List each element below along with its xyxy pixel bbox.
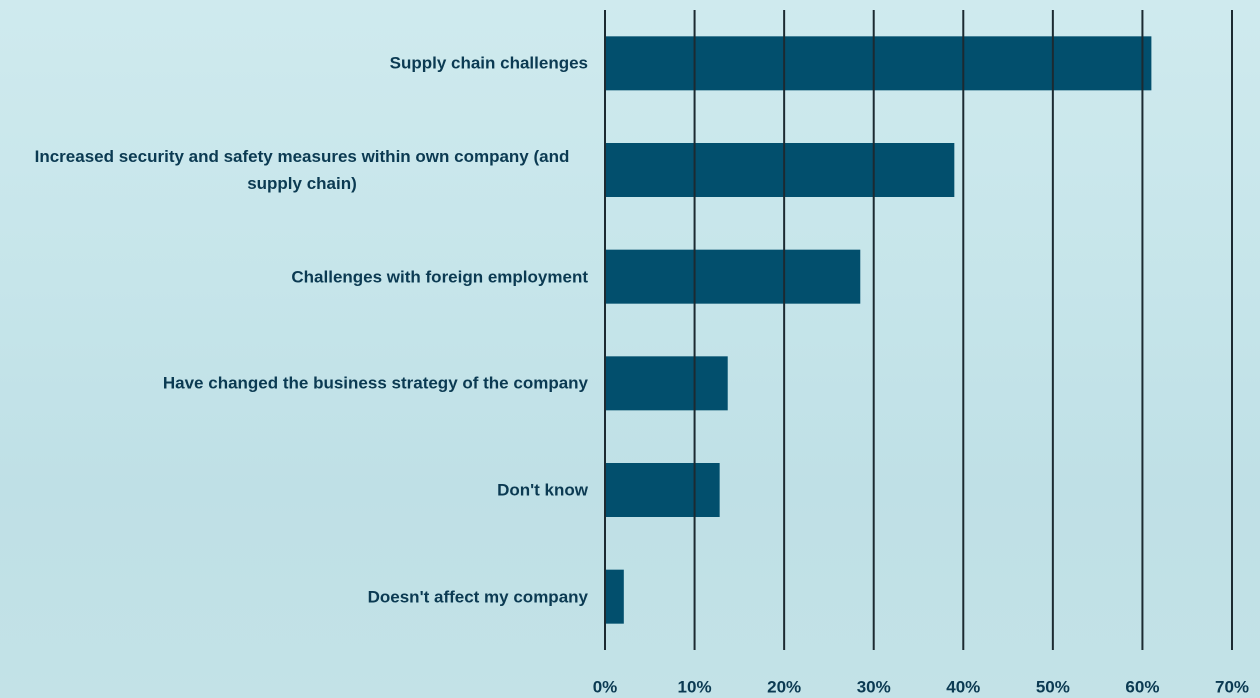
- bar: [605, 569, 624, 624]
- category-text: Supply chain challenges: [389, 53, 588, 73]
- x-tick-label: 30%: [857, 677, 891, 696]
- bar: [605, 143, 955, 197]
- bar: [605, 36, 1152, 91]
- y-tick-label: Challenges with foreign employment: [0, 263, 588, 290]
- x-tick-label: 20%: [767, 677, 801, 696]
- category-text: Increased security and safety measures w…: [34, 147, 570, 193]
- y-tick-label: Increased security and safety measures w…: [0, 143, 588, 197]
- y-tick-label: Supply chain challenges: [0, 50, 588, 77]
- category-text: Don't know: [497, 480, 588, 500]
- y-tick-label: Have changed the business strategy of th…: [0, 370, 588, 397]
- x-tick-label: 60%: [1125, 677, 1159, 696]
- category-text: Doesn't affect my company: [367, 587, 588, 607]
- bar: [605, 463, 720, 517]
- y-tick-label: Doesn't affect my company: [0, 583, 588, 610]
- x-tick-label: 50%: [1036, 677, 1070, 696]
- x-tick-label: 0%: [593, 677, 618, 696]
- category-text: Challenges with foreign employment: [291, 267, 588, 287]
- y-tick-label: Don't know: [0, 477, 588, 504]
- category-text: Have changed the business strategy of th…: [162, 373, 588, 393]
- bar: [605, 249, 861, 304]
- bar: [605, 356, 728, 411]
- x-tick-label: 40%: [946, 677, 980, 696]
- x-tick-label: 70%: [1215, 677, 1249, 696]
- x-tick-label: 10%: [678, 677, 712, 696]
